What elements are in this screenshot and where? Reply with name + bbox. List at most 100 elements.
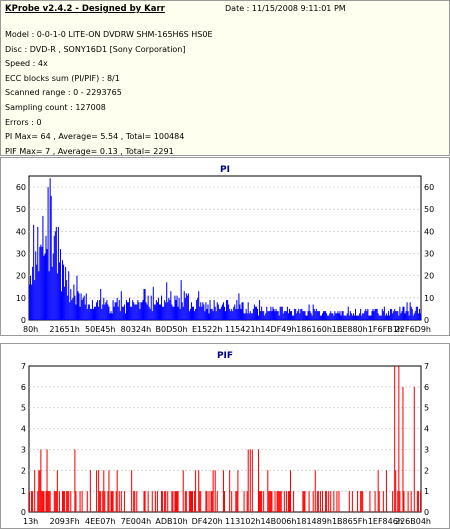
pi-bar <box>398 315 400 320</box>
pif-ytick-right: 3 <box>424 445 429 454</box>
pi-bar <box>258 315 260 320</box>
pi-chart: PI 0 0 10 10 20 20 30 30 40 40 50 50 60 60 80h 21651h 50E… <box>16 165 434 334</box>
pi-bar <box>163 306 165 320</box>
disc-line: Disc : DVD-R , SONY16D1 [Sony Corporatio… <box>5 44 186 54</box>
pi-bar <box>314 311 316 320</box>
pi-bar <box>262 311 264 320</box>
pi-bar <box>383 306 385 320</box>
pi-bar <box>202 302 204 320</box>
pi-bar <box>209 300 211 320</box>
pi-bar <box>44 253 46 320</box>
pi-bar <box>313 308 315 320</box>
pi-bar <box>401 311 403 320</box>
scan-date: Date : 11/15/2008 9:11:01 PM <box>225 4 346 13</box>
pi-bar <box>407 311 409 320</box>
info-header: KProbe v2.4.2 - Designed by Karr Date : … <box>5 4 445 18</box>
pi-xtick-label: 1F6FB1h <box>368 325 403 334</box>
pif-bar <box>249 449 251 512</box>
pi-bar <box>198 291 200 320</box>
pi-bar <box>107 304 109 320</box>
pif-bar <box>66 491 68 512</box>
pif-bar <box>237 470 239 512</box>
model-line: Model : 0-0-1-0 LITE-ON DVDRW SHM-165H6S… <box>5 30 213 39</box>
pi-bar <box>120 291 122 320</box>
pi-bar <box>134 304 136 320</box>
pi-bar <box>252 308 254 320</box>
pi-bar <box>223 306 225 320</box>
pi-bar <box>154 304 156 320</box>
pi-bar <box>395 311 397 320</box>
pif-bar <box>247 449 249 512</box>
pif-bar <box>382 491 384 512</box>
pi-bar <box>157 297 159 320</box>
pif-bar <box>70 491 72 512</box>
pi-bar <box>418 308 420 320</box>
pi-bar <box>335 313 337 320</box>
pif-bar <box>188 491 190 512</box>
pi-bar <box>288 308 290 320</box>
pif-bar <box>395 470 397 512</box>
pi-bar <box>389 315 391 320</box>
pi-bar <box>249 311 251 320</box>
pi-bar <box>143 288 145 320</box>
pi-bar <box>195 308 197 320</box>
pif-bar <box>111 491 113 512</box>
pi-bar <box>49 178 51 320</box>
pi-bar <box>147 295 149 320</box>
pi-bar <box>371 311 373 320</box>
pi-bar <box>357 315 359 320</box>
pif-bar <box>211 491 213 512</box>
pif-bar <box>108 470 110 512</box>
pi-bar <box>137 300 139 320</box>
pi-bar <box>71 300 73 320</box>
pi-xtick-label: 50E45h <box>85 325 115 334</box>
pif-bar <box>267 470 269 512</box>
pi-bar <box>266 306 268 320</box>
pi-bar <box>78 293 80 320</box>
pif-xtick-label: 181489h <box>296 517 332 526</box>
pi-bar <box>124 313 126 320</box>
pi-bar <box>35 251 37 320</box>
pi-bar <box>188 311 190 320</box>
pi-bar <box>92 308 94 320</box>
pi-bar <box>263 311 265 320</box>
pi-bar <box>138 302 140 320</box>
pif-bar <box>369 491 371 512</box>
pif-ytick-left: 0 <box>21 508 26 517</box>
pif-bar <box>115 491 117 512</box>
pif-bar <box>268 491 270 512</box>
pif-bar <box>62 491 64 512</box>
pif-bar <box>41 491 43 512</box>
pi-ytick-right: 0 <box>424 316 429 325</box>
pi-bar <box>325 311 327 320</box>
pi-bar <box>213 300 215 320</box>
pi-bar <box>305 315 307 320</box>
pif-bar <box>374 491 376 512</box>
pif-bar <box>175 491 177 512</box>
pif-bar <box>413 386 415 512</box>
pif-xtick-label: 226B04h <box>395 517 431 526</box>
pi-bar <box>264 315 266 320</box>
pi-bar <box>122 306 124 320</box>
pi-bar <box>311 315 313 320</box>
pif-bar <box>325 491 327 512</box>
pi-bar <box>261 306 263 320</box>
pi-bar <box>394 308 396 320</box>
pi-bar <box>68 271 70 320</box>
pi-bar <box>380 315 382 320</box>
pi-bar <box>85 293 87 320</box>
pi-bar <box>56 273 58 320</box>
pi-bar <box>152 286 154 320</box>
pi-bar <box>80 293 82 320</box>
pif-xtick-label: 4EE07h <box>85 517 115 526</box>
pi-bar <box>150 295 152 320</box>
pif-bar <box>81 491 83 512</box>
pi-bar <box>179 308 181 320</box>
pi-bar <box>158 304 161 320</box>
pi-bar <box>251 313 253 320</box>
pi-bar <box>265 313 267 320</box>
pi-bar <box>90 308 92 320</box>
pi-bar <box>241 302 243 320</box>
pif-bar <box>274 491 276 512</box>
pi-bar <box>339 311 341 320</box>
